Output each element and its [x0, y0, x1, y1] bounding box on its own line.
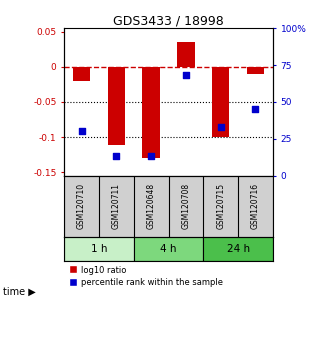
- Text: 24 h: 24 h: [227, 244, 250, 254]
- Bar: [143, 67, 160, 158]
- Point: [114, 154, 119, 159]
- Bar: [247, 67, 264, 74]
- Text: GSM120716: GSM120716: [251, 183, 260, 229]
- Point: [218, 124, 223, 130]
- Bar: [134, 237, 203, 262]
- Text: GSM120708: GSM120708: [181, 183, 190, 229]
- Point: [149, 154, 154, 159]
- Legend: log10 ratio, percentile rank within the sample: log10 ratio, percentile rank within the …: [68, 266, 223, 287]
- Text: GSM120711: GSM120711: [112, 183, 121, 229]
- Text: GSM120710: GSM120710: [77, 183, 86, 229]
- Bar: [64, 237, 134, 262]
- Bar: [73, 67, 90, 81]
- Point: [183, 73, 188, 78]
- Text: GSM120715: GSM120715: [216, 183, 225, 229]
- Bar: [203, 237, 273, 262]
- Title: GDS3433 / 18998: GDS3433 / 18998: [113, 14, 224, 27]
- Text: time ▶: time ▶: [3, 287, 36, 297]
- Bar: [212, 67, 230, 137]
- Text: 1 h: 1 h: [91, 244, 107, 254]
- Text: 4 h: 4 h: [160, 244, 177, 254]
- Text: GSM120648: GSM120648: [147, 183, 156, 229]
- Bar: [108, 67, 125, 145]
- Point: [79, 129, 84, 134]
- Bar: [177, 42, 195, 67]
- Point: [253, 107, 258, 112]
